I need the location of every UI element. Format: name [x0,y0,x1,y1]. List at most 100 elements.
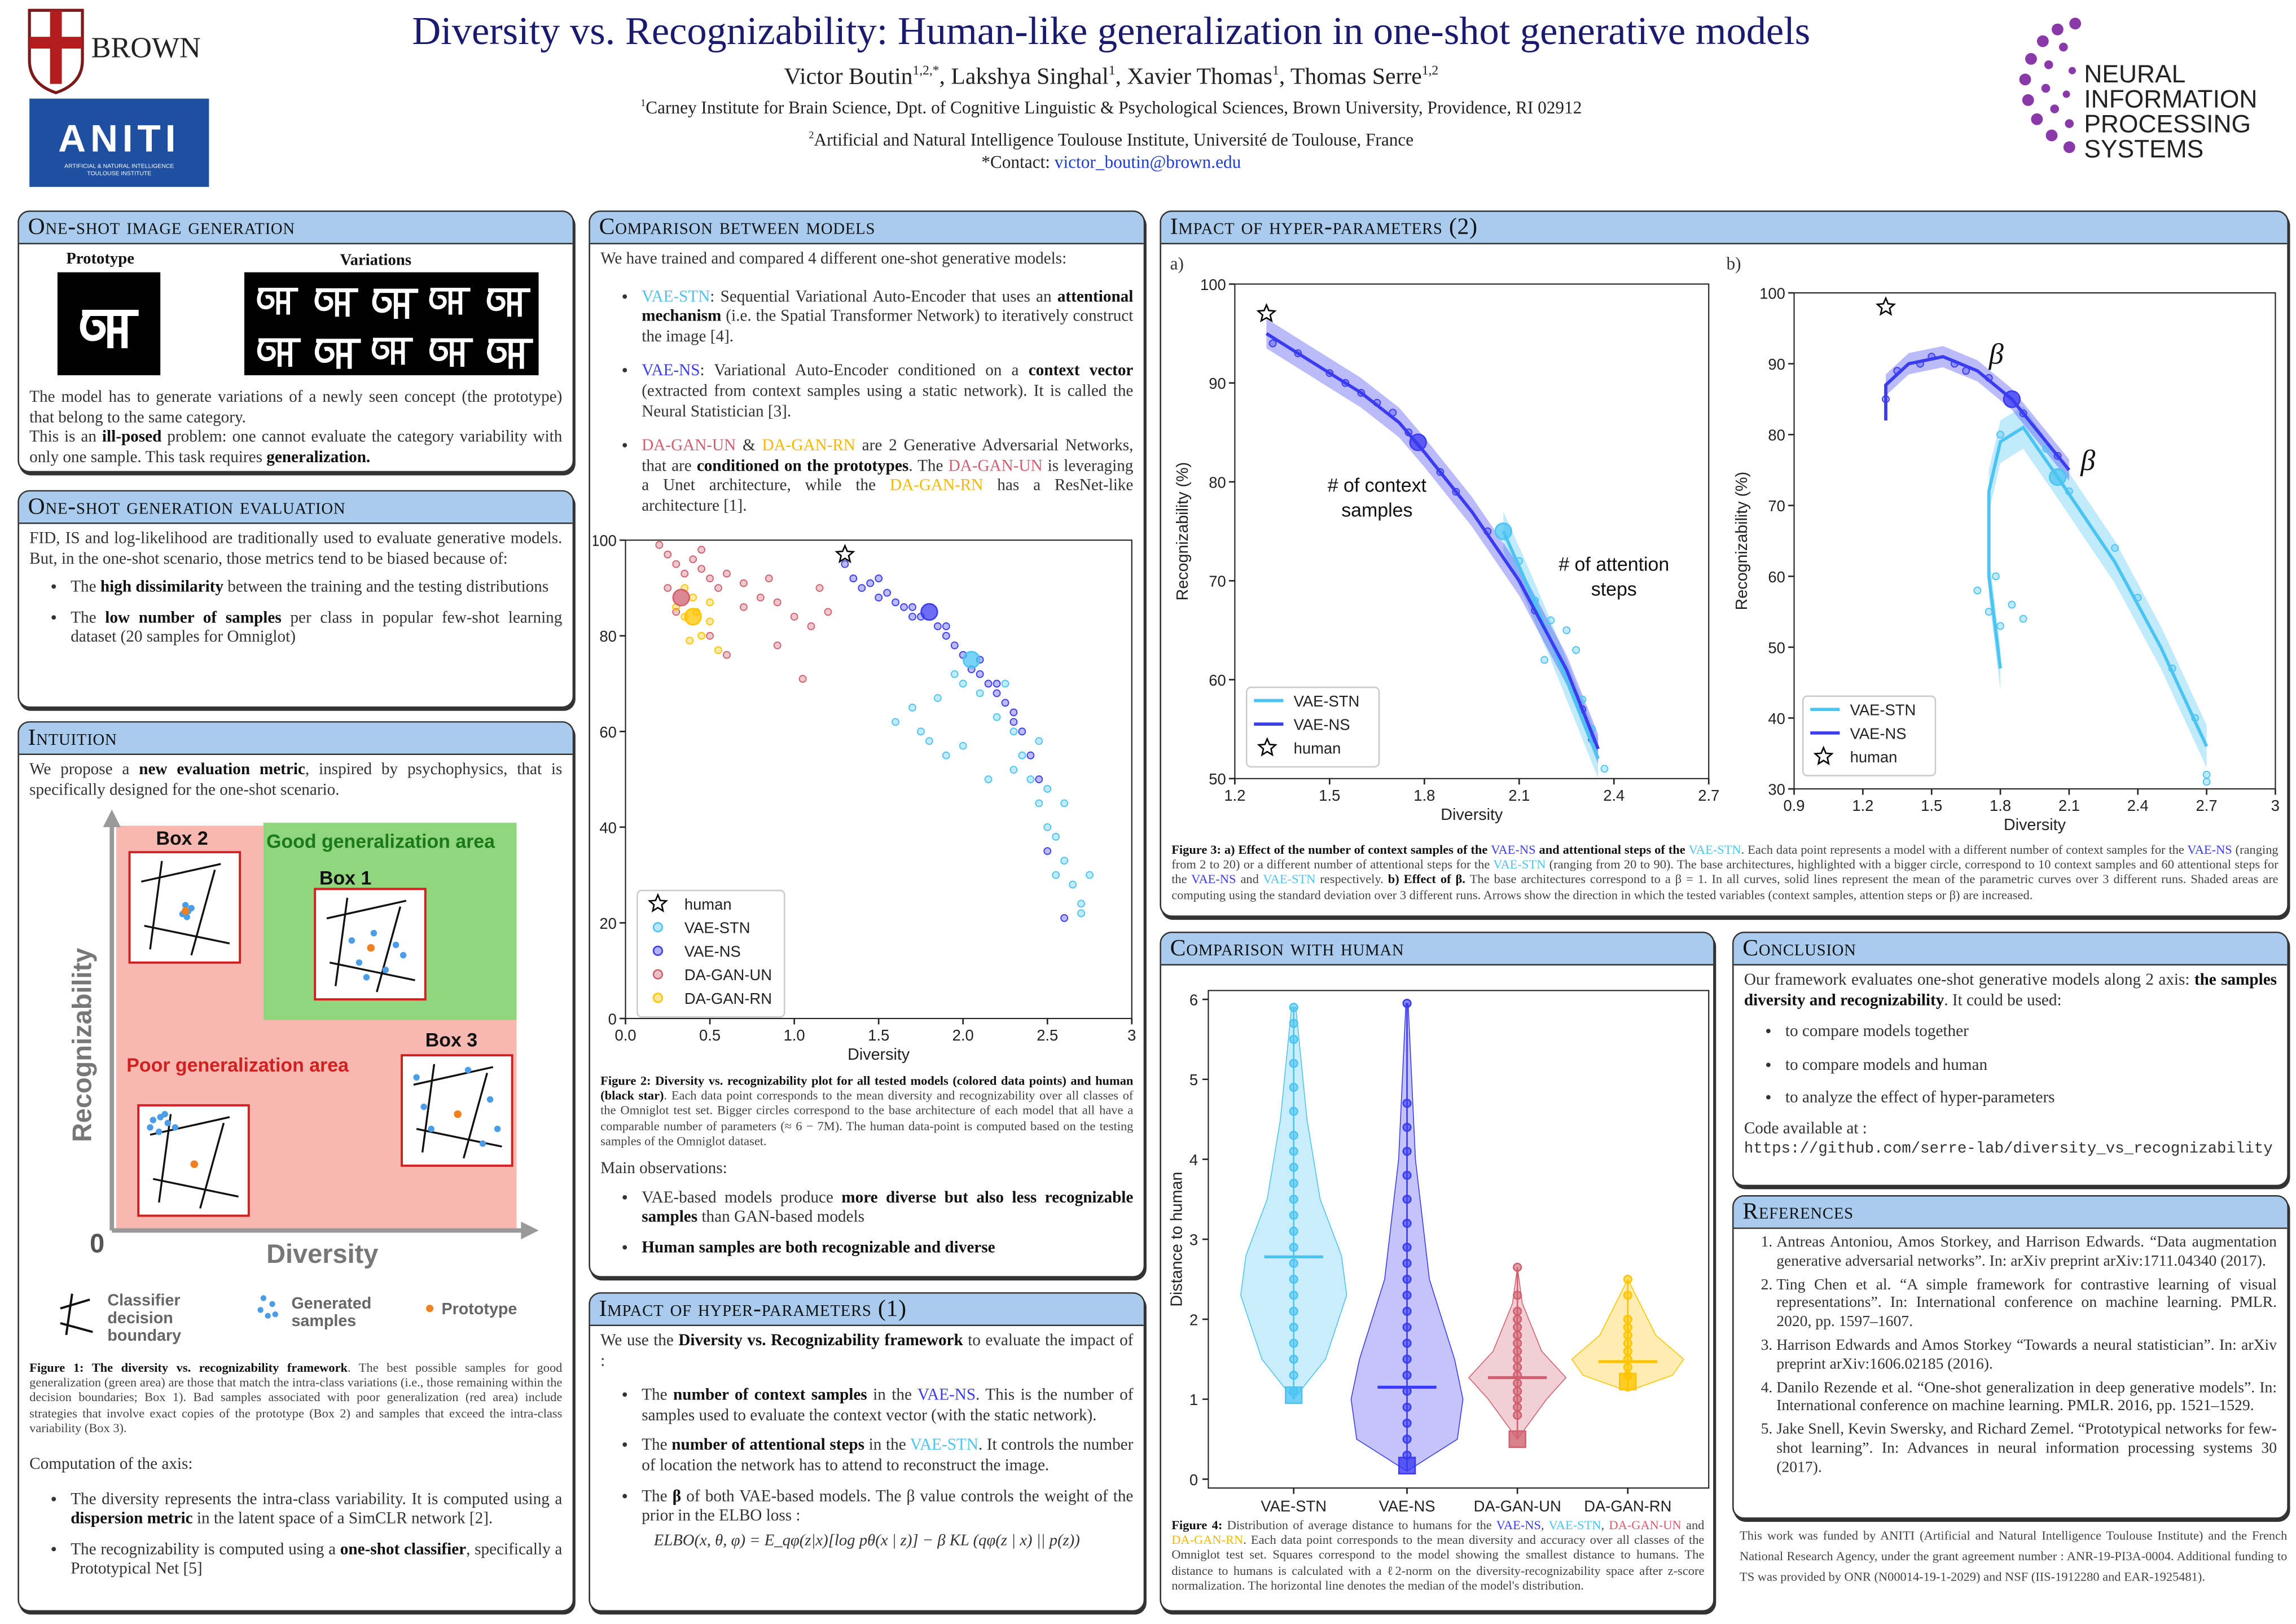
text-run: Distribution of average distance to huma… [1222,1517,1496,1533]
data-point [681,569,689,578]
variation-glyph [429,338,473,367]
y-tick-label: 90 [1768,355,1785,373]
generated-sample-dot [494,1125,501,1133]
funding-note: This work was funded by ANITI (Artificia… [1740,1528,2288,1584]
data-point [1043,847,1052,855]
mean-line [1884,355,2071,471]
x-tick-label: 2.7 [1698,787,1719,804]
legend-label: human [684,896,732,913]
data-point [2202,778,2211,786]
section-generation-evaluation: One-shot generation evaluation FID, IS a… [17,490,574,708]
glyph-stroke [314,339,361,369]
text-run: has a ResNet-like architecture [1]. [642,477,1134,515]
text-run: ill-posed [102,428,162,446]
section-comparison-human: Comparison with human 0 1 2 3 4 5 6 Distance to… [1160,932,1715,1612]
data-point [1009,766,1018,774]
paragraph: This is an ill-posed problem: one cannot… [29,429,562,469]
data-point [697,631,706,640]
base-architecture-point [920,603,938,621]
prototype-dot [367,943,375,952]
y-tick-label: 60 [1768,568,1785,586]
text-run: : Sequential Variational Auto-Encoder th… [710,288,1057,306]
base-architecture-point [2048,468,2067,486]
data-point [2202,771,2211,779]
code-url-link[interactable]: https://github.com/serre-lab/diversity_v… [1744,1140,2273,1158]
data-point [866,579,875,587]
text-run: DA-GAN-UN [642,437,736,455]
data-point [714,584,722,592]
box4-illustration [137,1104,250,1217]
data-point [1623,1362,1632,1372]
data-point [1402,1099,1412,1108]
text-run: attentional mechanism [642,288,1134,326]
data-point [1623,1331,1632,1340]
y-axis-arrow-icon [103,809,121,827]
text-run: and [1681,1517,1705,1533]
generated-sample-dot [164,1120,172,1126]
data-point [1513,1394,1522,1404]
data-point [993,713,1001,721]
legend-label: VAE-NS [1850,725,1907,742]
data-point [1035,737,1043,745]
list-item: to compare models and human [1785,1056,2277,1076]
x-tick-label: 2.1 [1508,787,1530,804]
data-point [1289,1130,1298,1140]
data-point [1402,1147,1412,1156]
base-architecture-point [1409,433,1427,451]
variation-glyph [371,337,413,365]
data-point [1572,646,1580,654]
x-tick-label: 2.0 [952,1026,974,1044]
text-run: . This is the number of samples used to … [642,1386,1134,1425]
data-point [841,560,849,568]
legend-label: human [1850,748,1898,766]
x-tick-label: 1.8 [1413,787,1435,804]
glyph-stroke [429,287,471,315]
list-item: VAE-NS: Variational Auto-Encoder conditi… [642,363,1133,423]
text-run: . It could be used: [1944,991,2062,1009]
data-point [1289,1147,1298,1156]
decision-boundary-lines [141,861,230,956]
text-run: The [71,578,100,596]
data-point [1996,622,2004,630]
x-tick-label: 0.5 [699,1026,721,1044]
data-point [1052,871,1060,879]
section-title: One-shot image generation [19,212,573,244]
data-point [1289,1107,1298,1116]
generated-sample-dot [355,959,363,966]
text-run: to evaluate the impact of : [600,1332,1134,1370]
variation-glyph [314,288,358,317]
neurips-dots-icon [2019,17,2082,153]
generated-sample-dot [155,1129,163,1135]
text-run: high dissimilarity [100,578,224,596]
text-run: of both VAE-based models. The β value co… [642,1487,1134,1525]
data-point [1289,1371,1298,1380]
text-run: β [672,1487,682,1506]
section-title: Conclusion [1733,933,2288,966]
x-axis-title: Diversity [2004,816,2066,834]
paragraph: Main observations: [600,1160,727,1178]
legend-label: VAE-STN [684,919,750,937]
best-model-square [1619,1372,1637,1391]
data-point [1052,832,1060,841]
section-title: Comparison between models [590,212,1144,244]
data-point [976,689,984,697]
data-point [1402,1371,1412,1380]
y-tick-label: 40 [1768,710,1785,727]
aniti-wordmark: ANITI [58,116,181,161]
text-run: . It controls the number of location the… [642,1437,1134,1475]
data-point [875,574,883,582]
data-point [1996,431,2004,439]
data-point [1268,339,1277,348]
contact-email-link[interactable]: victor_boutin@brown.edu [1054,152,1241,173]
y-axis-title: Recognizability (%) [1174,462,1192,601]
data-point [1513,1322,1522,1332]
poor-area-label: Poor generalization area [126,1055,349,1076]
section-title: Comparison with human [1161,933,1714,966]
generated-sample-dot [486,1096,494,1103]
data-point [1562,626,1571,634]
variation-glyph [486,288,531,317]
data-point [739,603,748,611]
legend-label: DA-GAN-RN [684,990,772,1007]
section-intuition: Intuition We propose a new evaluation me… [17,721,574,1612]
text-run: and [1236,872,1263,887]
